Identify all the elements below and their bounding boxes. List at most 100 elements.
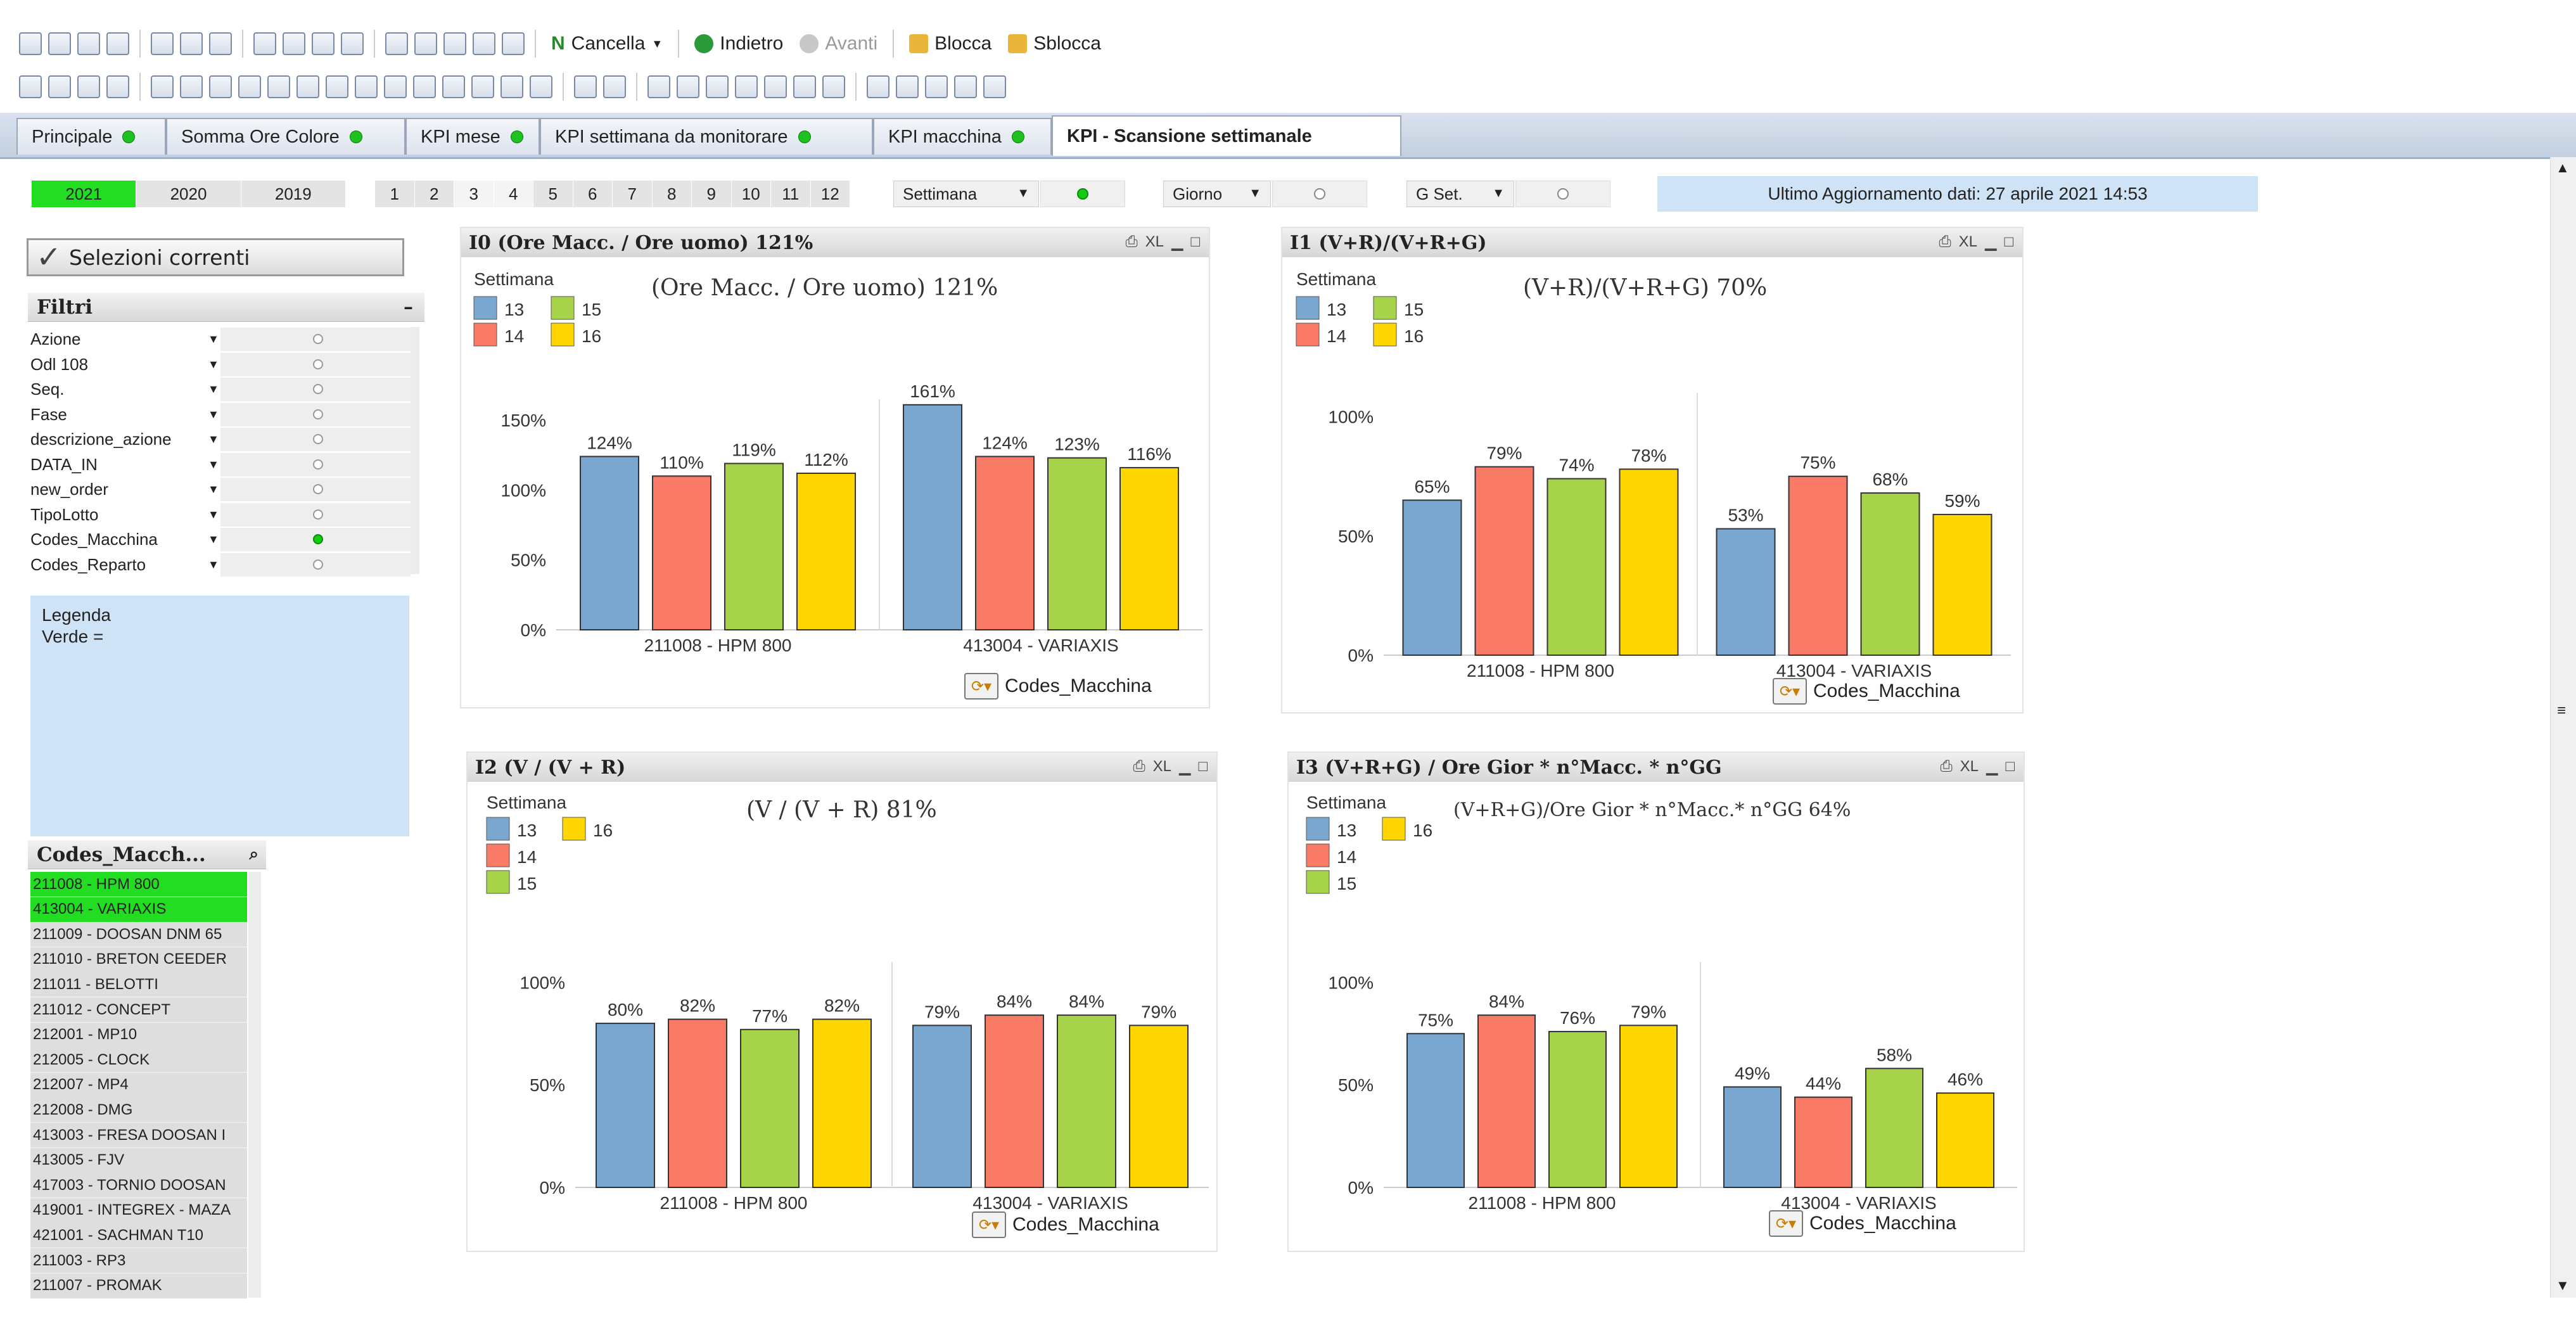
current-selection-icon[interactable] bbox=[326, 75, 348, 98]
filter-row[interactable]: new_order ▼ bbox=[30, 477, 418, 502]
month-item[interactable]: 7 bbox=[613, 181, 653, 207]
sheet-copy-icon[interactable] bbox=[77, 75, 100, 98]
grid3-icon[interactable] bbox=[706, 75, 729, 98]
tab-5[interactable]: KPI - Scansione settimanale bbox=[1052, 115, 1401, 156]
machine-list-item[interactable]: 413003 - FRESA DOOSAN I bbox=[30, 1123, 247, 1148]
tab-1[interactable]: Somma Ore Colore bbox=[166, 118, 405, 155]
chevron-down-icon[interactable]: ▼ bbox=[208, 533, 219, 546]
machine-list-item[interactable]: 212001 - MP10 bbox=[30, 1022, 247, 1048]
machines-scrollbar[interactable] bbox=[248, 872, 261, 1298]
edit-icon[interactable] bbox=[180, 32, 203, 55]
minimize-icon[interactable]: ▁ bbox=[1986, 758, 1998, 776]
month-item[interactable]: 1 bbox=[375, 181, 415, 207]
year-item[interactable]: 2021 bbox=[32, 181, 137, 207]
machine-list-item[interactable]: 212007 - MP4 bbox=[30, 1072, 247, 1098]
undo-icon[interactable] bbox=[253, 32, 276, 55]
line-icon[interactable] bbox=[413, 75, 436, 98]
month-item[interactable]: 3 bbox=[454, 181, 494, 207]
object-icon[interactable] bbox=[896, 75, 919, 98]
edit-script-icon[interactable] bbox=[443, 32, 466, 55]
filter-value[interactable] bbox=[220, 553, 411, 577]
minimize-icon[interactable]: ▁ bbox=[1179, 758, 1191, 776]
machine-list-item[interactable]: 413004 - VARIAXIS bbox=[30, 897, 247, 923]
grid2-icon[interactable] bbox=[677, 75, 699, 98]
open-folder-icon[interactable] bbox=[48, 32, 71, 55]
chevron-down-icon[interactable]: ▼ bbox=[208, 333, 219, 345]
search-icon[interactable]: ⌕ bbox=[249, 845, 258, 864]
help-pointer-icon[interactable] bbox=[502, 32, 525, 55]
chevron-down-icon[interactable]: ▼ bbox=[208, 457, 219, 471]
unlock-button[interactable]: Sblocca bbox=[1003, 29, 1106, 58]
tab-0[interactable]: Principale bbox=[16, 118, 166, 155]
filter-value[interactable] bbox=[220, 352, 411, 376]
chevron-down-icon[interactable]: ▼ bbox=[208, 483, 219, 495]
scroll-down-icon[interactable]: ▼ bbox=[2556, 1277, 2570, 1293]
print-icon[interactable] bbox=[151, 32, 174, 55]
scroll-up-icon[interactable]: ▲ bbox=[2556, 160, 2570, 176]
sheet-image-icon[interactable] bbox=[106, 75, 129, 98]
search-object-icon[interactable] bbox=[501, 75, 523, 98]
month-item[interactable]: 10 bbox=[732, 181, 771, 207]
print-icon[interactable]: ⎙ bbox=[1939, 233, 1951, 250]
maximize-icon[interactable]: □ bbox=[1198, 758, 1208, 775]
filter-value[interactable] bbox=[220, 428, 411, 451]
grid4-icon[interactable] bbox=[735, 75, 758, 98]
tab-3[interactable]: KPI settimana da monitorare bbox=[540, 118, 873, 155]
search-icon[interactable] bbox=[312, 32, 335, 55]
month-item[interactable]: 12 bbox=[811, 181, 850, 207]
print-icon[interactable]: ⎙ bbox=[1133, 758, 1145, 775]
excel-icon[interactable]: XL bbox=[1958, 233, 1978, 250]
table-icon[interactable] bbox=[209, 75, 232, 98]
listbox-icon[interactable] bbox=[151, 75, 174, 98]
filter-row[interactable]: Seq. ▼ bbox=[30, 377, 418, 402]
slider-icon[interactable] bbox=[442, 75, 465, 98]
machine-list-item[interactable]: 211003 - RP3 bbox=[30, 1248, 247, 1274]
filter-row[interactable]: TipoLotto ▼ bbox=[30, 502, 418, 527]
report-icon[interactable] bbox=[925, 75, 948, 98]
excel-icon[interactable]: XL bbox=[1152, 758, 1172, 775]
machine-list-item[interactable]: 211012 - CONCEPT bbox=[30, 997, 247, 1023]
print-icon[interactable]: ⎙ bbox=[1125, 233, 1138, 250]
machine-list-item[interactable]: 211010 - BRETON CEEDER bbox=[30, 947, 247, 973]
filter-value[interactable] bbox=[220, 478, 411, 501]
new-document-icon[interactable] bbox=[19, 32, 42, 55]
gset-dropdown[interactable]: G Set. ▼ bbox=[1406, 181, 1514, 207]
redo-icon[interactable] bbox=[283, 32, 305, 55]
current-selections-button[interactable]: ✓ Selezioni correnti bbox=[27, 238, 404, 276]
filter-value[interactable] bbox=[220, 402, 411, 426]
star-icon[interactable] bbox=[414, 32, 437, 55]
chevron-down-icon[interactable]: ▼ bbox=[208, 508, 219, 521]
chart-object-icon[interactable] bbox=[267, 75, 290, 98]
input-icon[interactable] bbox=[296, 75, 319, 98]
align-icon[interactable] bbox=[603, 75, 626, 98]
week-dropdown[interactable]: Settimana ▼ bbox=[893, 181, 1039, 207]
grid7-icon[interactable] bbox=[822, 75, 845, 98]
excel-icon[interactable]: XL bbox=[1960, 758, 1979, 775]
layout-icon[interactable] bbox=[574, 75, 597, 98]
chart-icon[interactable] bbox=[385, 32, 408, 55]
sheet-scrollbar[interactable]: ▲ ≡ ▼ bbox=[2550, 157, 2576, 1298]
check-icon[interactable] bbox=[341, 32, 364, 55]
gset-indicator[interactable] bbox=[1515, 181, 1610, 207]
month-item[interactable]: 5 bbox=[533, 181, 573, 207]
user-icon[interactable] bbox=[867, 75, 889, 98]
multibox-icon[interactable] bbox=[238, 75, 261, 98]
cancel-button[interactable]: N Cancella ▼ bbox=[546, 29, 668, 58]
machine-list-item[interactable]: 212008 - DMG bbox=[30, 1097, 247, 1123]
year-item[interactable]: 2020 bbox=[136, 181, 241, 207]
share-icon[interactable] bbox=[954, 75, 977, 98]
machine-list-item[interactable]: 211008 - HPM 800 bbox=[30, 872, 247, 897]
month-item[interactable]: 6 bbox=[573, 181, 613, 207]
lock-button[interactable]: Blocca bbox=[904, 29, 997, 58]
help-icon[interactable] bbox=[473, 32, 495, 55]
filters-scrollbar[interactable] bbox=[411, 327, 419, 574]
cycle-icon[interactable]: ⟳▾ bbox=[972, 1211, 1006, 1238]
tab-2[interactable]: KPI mese bbox=[405, 118, 540, 155]
excel-icon[interactable]: XL bbox=[1145, 233, 1164, 250]
filter-value[interactable] bbox=[220, 328, 411, 351]
day-indicator[interactable] bbox=[1272, 181, 1367, 207]
chevron-down-icon[interactable]: ▼ bbox=[208, 357, 219, 371]
week-indicator[interactable] bbox=[1040, 181, 1125, 207]
reload-icon[interactable] bbox=[77, 32, 100, 55]
chevron-down-icon[interactable]: ▼ bbox=[208, 558, 219, 571]
